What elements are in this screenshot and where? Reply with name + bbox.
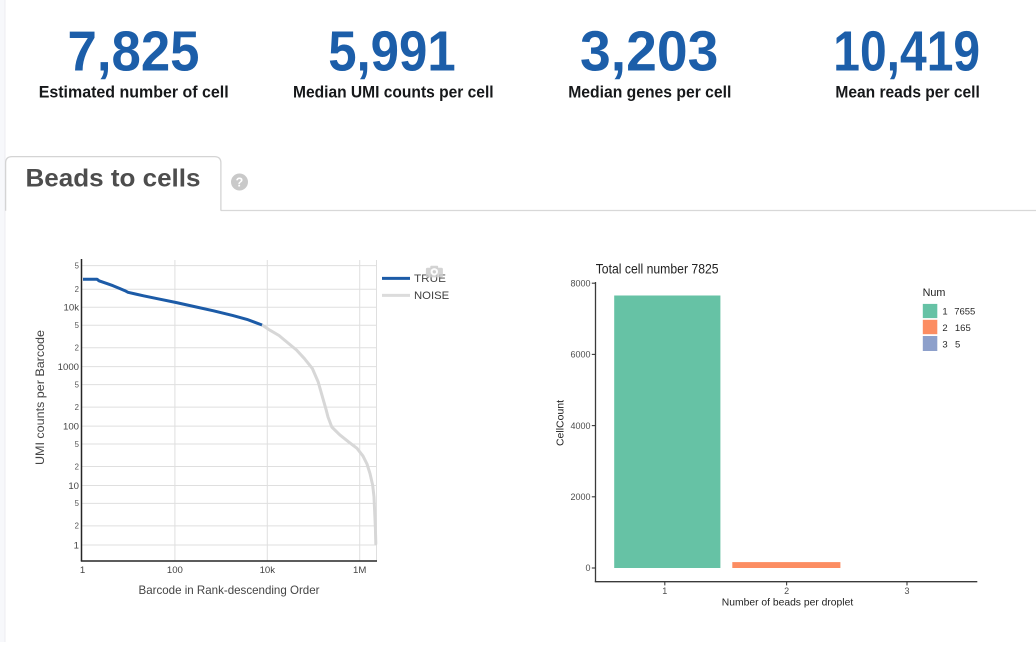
svg-text:1: 1	[942, 306, 947, 317]
svg-text:5: 5	[75, 380, 80, 389]
svg-text:Barcode in Rank-descending Ord: Barcode in Rank-descending Order	[139, 583, 320, 597]
svg-text:0: 0	[585, 563, 590, 573]
svg-text:?: ?	[236, 175, 244, 189]
svg-text:10k: 10k	[260, 565, 276, 576]
svg-text:CellCount: CellCount	[555, 400, 567, 446]
svg-text:2: 2	[75, 285, 79, 294]
svg-text:10k: 10k	[64, 303, 80, 314]
svg-text:5: 5	[75, 261, 80, 270]
svg-text:2: 2	[784, 586, 789, 596]
svg-text:7655: 7655	[954, 306, 975, 317]
svg-text:1000: 1000	[58, 362, 79, 373]
svg-text:100: 100	[63, 422, 79, 433]
svg-text:6000: 6000	[570, 350, 590, 360]
svg-text:Beads to cells: Beads to cells	[26, 165, 201, 193]
svg-text:UMI counts per Barcode: UMI counts per Barcode	[33, 330, 47, 465]
svg-text:100: 100	[167, 565, 183, 576]
svg-text:5: 5	[75, 499, 80, 508]
svg-text:Median genes per cell: Median genes per cell	[568, 82, 731, 101]
svg-text:Number of beads per droplet: Number of beads per droplet	[722, 597, 853, 609]
svg-text:1: 1	[80, 565, 85, 576]
svg-text:2: 2	[75, 462, 79, 471]
svg-text:165: 165	[955, 323, 971, 334]
svg-text:Median UMI counts per cell: Median UMI counts per cell	[293, 82, 494, 101]
svg-text:3: 3	[942, 339, 947, 350]
svg-text:5,991: 5,991	[328, 19, 456, 83]
svg-text:4000: 4000	[570, 421, 590, 431]
svg-text:7,825: 7,825	[68, 19, 200, 83]
svg-text:1: 1	[74, 540, 79, 551]
svg-text:8000: 8000	[570, 278, 590, 288]
svg-text:1M: 1M	[353, 565, 366, 576]
svg-text:Total cell number 7825: Total cell number 7825	[596, 262, 719, 277]
svg-text:3: 3	[904, 586, 909, 596]
svg-text:Estimated number of cell: Estimated number of cell	[39, 82, 229, 101]
svg-text:2: 2	[75, 344, 79, 353]
svg-text:2: 2	[75, 403, 79, 412]
svg-text:5: 5	[955, 339, 960, 350]
svg-text:1: 1	[662, 586, 667, 596]
svg-text:2000: 2000	[570, 492, 590, 502]
svg-text:Num: Num	[923, 287, 946, 299]
svg-text:10: 10	[68, 481, 79, 492]
svg-text:5: 5	[75, 440, 80, 449]
svg-text:3,203: 3,203	[580, 19, 718, 83]
svg-text:2: 2	[942, 323, 947, 334]
svg-text:10,419: 10,419	[833, 19, 980, 83]
svg-text:2: 2	[75, 522, 79, 531]
svg-text:NOISE: NOISE	[414, 290, 449, 302]
svg-text:5: 5	[75, 321, 80, 330]
svg-text:Mean reads per cell: Mean reads per cell	[835, 82, 979, 101]
